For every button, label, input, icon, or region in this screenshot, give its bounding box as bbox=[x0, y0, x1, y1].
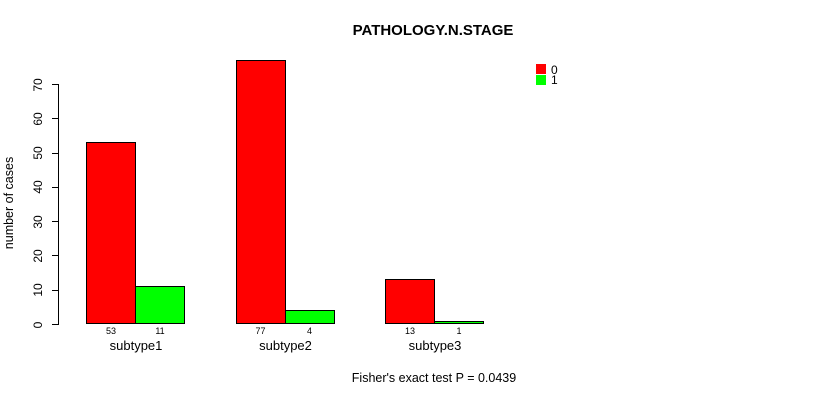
bar-subtype1-group1 bbox=[135, 286, 185, 324]
y-tick bbox=[52, 152, 58, 154]
y-axis-line bbox=[58, 84, 59, 325]
y-tick-label: 40 bbox=[31, 180, 45, 195]
bar-value-label: 13 bbox=[404, 326, 416, 336]
y-tick-label: 70 bbox=[31, 77, 45, 92]
bar-subtype3-group0 bbox=[385, 279, 435, 324]
legend-swatch-0 bbox=[536, 64, 546, 74]
y-tick bbox=[52, 84, 58, 85]
bar-subtype1-group0 bbox=[86, 142, 136, 324]
y-tick bbox=[52, 186, 58, 188]
bar-value-label: 11 bbox=[155, 326, 165, 336]
y-tick bbox=[52, 255, 58, 257]
bar-subtype2-group1 bbox=[284, 310, 335, 324]
bar-subtype3-group1 bbox=[434, 320, 484, 324]
y-tick bbox=[52, 118, 58, 120]
x-category-label: subtype2 bbox=[259, 338, 312, 353]
y-tick bbox=[52, 289, 58, 291]
legend-label-1: 1 bbox=[551, 73, 558, 87]
y-tick bbox=[52, 221, 58, 223]
y-tick-label: 60 bbox=[31, 112, 45, 126]
x-category-label: subtype3 bbox=[408, 338, 462, 353]
y-tick-label: 0 bbox=[31, 321, 45, 328]
bar-value-label: 53 bbox=[105, 326, 117, 336]
bar-value-label: 4 bbox=[306, 326, 313, 336]
y-tick bbox=[52, 324, 58, 325]
x-category-label: subtype1 bbox=[109, 338, 163, 353]
y-tick-label: 30 bbox=[31, 214, 45, 229]
fisher-test-annotation: Fisher's exact test P = 0.0439 bbox=[351, 371, 517, 385]
chart-title: PATHOLOGY.N.STAGE bbox=[352, 22, 514, 39]
bar-value-label: 1 bbox=[456, 326, 462, 336]
legend-swatch-1 bbox=[536, 74, 546, 85]
y-tick-label: 10 bbox=[31, 283, 45, 297]
y-tick-label: 50 bbox=[31, 146, 45, 160]
bar-value-label: 77 bbox=[255, 326, 266, 336]
legend-label-0: 0 bbox=[551, 62, 558, 77]
y-tick-label: 20 bbox=[31, 249, 45, 263]
bar-subtype2-group0 bbox=[235, 60, 286, 324]
